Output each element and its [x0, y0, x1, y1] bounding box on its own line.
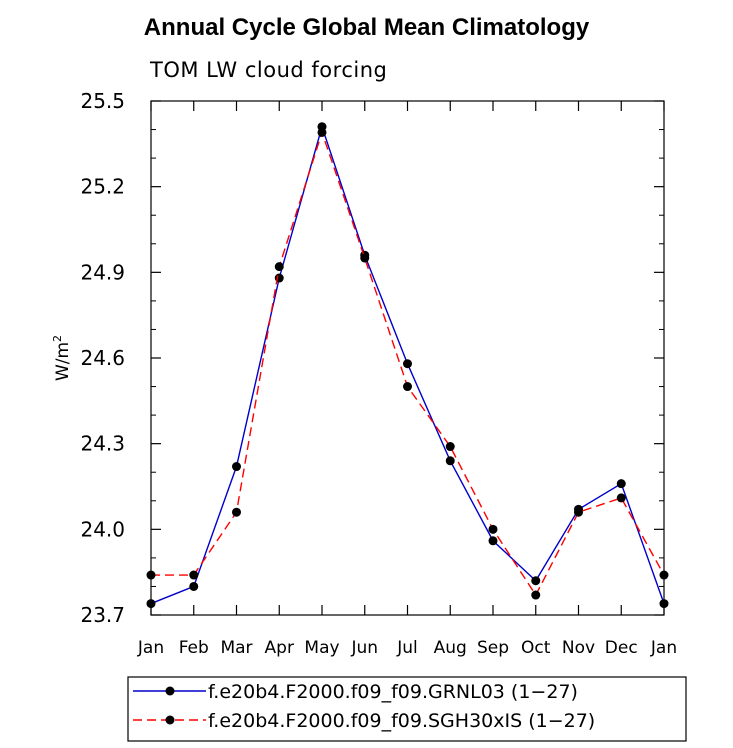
y-tick-label: 24.3 — [80, 432, 125, 456]
y-axis-label: W/m2 — [51, 335, 73, 381]
series-2-point — [360, 253, 370, 263]
series-1-point — [445, 456, 455, 466]
x-axis-ticks: Jan Feb Mar Apr May Jun Jul Aug Sep Oct Nov Dec Jan — [137, 101, 677, 658]
series-2-point — [232, 507, 241, 517]
series-2-point — [189, 570, 199, 580]
series-2-point — [531, 590, 541, 600]
legend-label-2: f.e20b4.F2000.f09_f09.SGH30xIS (1−27) — [208, 710, 595, 732]
y-tick-label: 25.2 — [80, 175, 125, 199]
series-1-point — [616, 479, 626, 489]
x-tick-label: Mar — [220, 638, 252, 658]
y-tick-label: 24.0 — [80, 517, 125, 541]
y-tick-label: 23.7 — [80, 603, 125, 627]
series-1-point — [146, 599, 156, 609]
series-2-point — [574, 507, 583, 517]
plot-frame — [150, 100, 665, 616]
y-tick-label: 24.6 — [80, 346, 125, 370]
y-axis-label-base: W/m — [53, 342, 73, 381]
series-1-point — [531, 576, 541, 586]
series-2-point — [445, 442, 455, 452]
x-tick-label: May — [304, 638, 339, 658]
series-2-point — [317, 127, 327, 137]
series-group — [146, 122, 669, 609]
series-1-point — [232, 462, 241, 472]
y-tick-label: 24.9 — [80, 260, 125, 284]
series-2-point — [403, 382, 412, 392]
x-tick-label: Dec — [605, 638, 638, 658]
x-tick-label: Jan — [137, 638, 164, 658]
x-tick-label: Nov — [562, 638, 595, 658]
legend-label-1: f.e20b4.F2000.f09_f09.GRNL03 (1−27) — [208, 681, 578, 703]
chart-title: Annual Cycle Global Mean Climatology — [143, 14, 590, 41]
series-2-point — [146, 570, 156, 580]
x-tick-label: Jul — [396, 638, 418, 658]
series-2-point — [274, 262, 284, 272]
series-1-point — [659, 599, 669, 609]
series-1-point — [189, 581, 199, 591]
legend-marker-1 — [165, 686, 175, 696]
y-axis-ticks: 23.7 24.0 24.3 24.6 24.9 25.2 25.5 — [80, 89, 664, 627]
y-tick-label: 25.5 — [80, 89, 125, 113]
y-axis-label-sup: 2 — [51, 335, 64, 342]
series-1-point — [488, 536, 498, 546]
x-tick-label: Jan — [650, 638, 677, 658]
x-tick-label: Sep — [477, 638, 509, 658]
series-1-point — [403, 359, 412, 369]
legend-box — [127, 676, 687, 742]
legend-marker-2 — [165, 715, 175, 725]
x-tick-label: Aug — [434, 638, 467, 658]
series-2-point — [659, 570, 669, 580]
x-tick-label: Jun — [350, 638, 378, 658]
series-2-point — [616, 493, 626, 503]
series-2-point — [488, 524, 498, 534]
x-tick-label: Apr — [265, 638, 294, 658]
x-tick-label: Oct — [521, 638, 551, 658]
x-tick-label: Feb — [179, 638, 209, 658]
legend: f.e20b4.F2000.f09_f09.GRNL03 (1−27) f.e20… — [133, 681, 595, 732]
chart-subtitle: TOM LW cloud forcing — [150, 58, 388, 82]
